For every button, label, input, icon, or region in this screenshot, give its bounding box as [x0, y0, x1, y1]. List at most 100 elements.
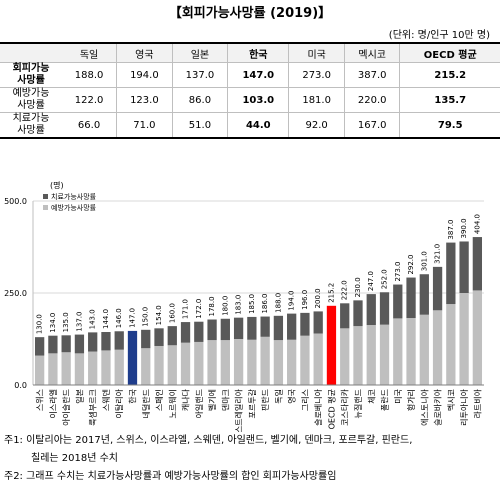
bar-segment-treatable	[34, 337, 45, 356]
x-tick-label: 룩셈부르크	[89, 389, 98, 426]
bar-segment-preventable	[233, 339, 244, 385]
x-tick-label: 라트비아	[472, 388, 482, 418]
col-header: 멕시코	[343, 42, 400, 63]
bar-value-label: 194.0	[288, 291, 296, 311]
bar-segment-treatable	[419, 274, 429, 315]
bar-segment-treatable	[114, 331, 124, 350]
x-tick-label: 스페인	[154, 389, 164, 411]
row-header: 회피가능 사망률	[0, 62, 62, 88]
bar-value-label: 321.0	[434, 244, 442, 264]
col-header: OECD 평균	[399, 42, 500, 63]
bar-korea	[127, 330, 138, 385]
bar-segment-preventable	[114, 349, 124, 385]
bar-segment-preventable	[379, 324, 390, 385]
table-cell: 273.0	[288, 62, 345, 88]
bar-value-label: 144.0	[102, 309, 110, 329]
bar-value-label: 196.0	[301, 290, 309, 310]
footnotes: 주1: 이탈리아는 2017년, 스위스, 이스라엘, 스웨덴, 아일랜드, 벨…	[4, 432, 498, 486]
x-tick-label: 한국	[128, 389, 137, 404]
table-row: 예방가능 사망률 122.0 123.0 86.0 103.0 181.0 220…	[0, 87, 500, 113]
x-tick-label: 이스라엘	[48, 389, 58, 418]
table-corner	[0, 42, 62, 63]
bar-segment-preventable	[446, 304, 456, 385]
x-tick-label: 스웨덴	[101, 389, 111, 411]
bar-segment-treatable	[74, 334, 85, 354]
unit-label: (단위: 명/인구 10만 명)	[388, 30, 490, 41]
x-tick-label: 그리스	[301, 389, 310, 411]
bar-value-label: 183.0	[235, 295, 243, 315]
x-tick-label: 슬로바키아	[433, 388, 443, 425]
bar-segment-treatable	[141, 329, 151, 349]
bar-value-label: 147.0	[128, 308, 136, 328]
row-header: 치료가능 사망률	[0, 112, 62, 139]
bar-value-label: 273.0	[394, 261, 402, 281]
x-tick-label: 아일랜드	[194, 389, 204, 418]
bar-segment-preventable	[247, 339, 257, 385]
table-cell: 387.0	[343, 62, 400, 88]
bar-segment-treatable	[88, 332, 98, 352]
bar-segment-treatable	[287, 313, 297, 340]
bar-segment-preventable	[194, 341, 204, 385]
bar-segment-treatable	[101, 332, 111, 351]
table-cell: 215.2	[399, 62, 500, 88]
footnote-1: 주1: 이탈리아는 2017년, 스위스, 이스라엘, 스웨덴, 아일랜드, 벨…	[4, 435, 413, 446]
bar-value-label: 200.0	[314, 288, 322, 308]
bar-oecd	[326, 305, 337, 385]
x-tick-label: 오스트레일리아	[234, 388, 244, 432]
bar-segment-treatable	[220, 318, 230, 341]
x-tick-label: 미국	[394, 389, 403, 404]
table-row: 회피가능 사망률 188.0 194.0 137.0 147.0 273.0 38…	[0, 62, 500, 88]
table-cell: 167.0	[343, 112, 400, 139]
x-tick-label: 이탈리아	[114, 388, 124, 418]
bar-value-label: 180.0	[221, 296, 229, 316]
legend-swatch-treatable	[43, 194, 48, 199]
x-tick-label: 체코	[366, 389, 376, 404]
bar-segment-treatable	[353, 300, 363, 327]
bar-value-label: 146.0	[115, 308, 123, 328]
bar-segment-treatable	[260, 316, 270, 337]
bar-segment-preventable	[472, 290, 483, 385]
table-cell: 188.0	[62, 62, 117, 88]
table-cell: 44.0	[227, 112, 289, 139]
row-header: 예방가능 사망률	[0, 87, 62, 113]
bar-segment-treatable	[379, 292, 390, 325]
bar-value-label: 134.0	[49, 313, 57, 333]
bar-value-label: 301.0	[420, 251, 428, 271]
bar-segment-preventable	[432, 310, 443, 385]
y-unit-label: (명)	[50, 180, 64, 190]
bar-value-label: 404.0	[473, 214, 481, 234]
bar-segment-preventable	[340, 328, 350, 385]
bar-segment-preventable	[207, 340, 217, 385]
table-cell: 194.0	[116, 62, 173, 88]
bar-segment-preventable	[406, 318, 416, 385]
x-tick-label: 벨기에	[207, 389, 217, 411]
x-tick-label: 덴마크	[221, 389, 230, 411]
bar-segment-preventable	[459, 293, 469, 385]
bar-segment-treatable	[472, 237, 483, 291]
bar-value-label: 150.0	[142, 307, 150, 327]
bar-value-label: 247.0	[367, 271, 375, 291]
x-tick-label: 에스토니아	[419, 388, 429, 425]
bar-segment-treatable	[393, 284, 403, 319]
col-header: 한국	[227, 42, 289, 63]
table-cell: 66.0	[62, 112, 117, 139]
table-cell: 79.5	[399, 112, 500, 139]
table-cell: 103.0	[227, 87, 289, 113]
bar-segment-treatable	[340, 303, 350, 329]
bar-segment-treatable	[233, 317, 244, 339]
x-tick-label: 멕시코	[446, 389, 456, 411]
table-cell: 220.0	[343, 87, 400, 113]
bar-segment-preventable	[61, 352, 71, 385]
bar-segment-preventable	[313, 333, 323, 385]
bar-segment-preventable	[74, 353, 85, 385]
x-tick-label: 폴란드	[380, 389, 390, 411]
bar-value-label: 135.0	[62, 312, 70, 332]
page-title: 【회피가능사망률 (2019)】	[168, 6, 332, 21]
bar-value-label: 188.0	[274, 293, 282, 313]
col-header: 영국	[116, 42, 173, 63]
x-tick-label: OECD 평균	[326, 389, 336, 429]
x-tick-label: 스위스	[36, 389, 45, 411]
x-tick-label: 네덜란드	[141, 389, 151, 418]
bar-value-label: 215.2	[327, 283, 335, 303]
